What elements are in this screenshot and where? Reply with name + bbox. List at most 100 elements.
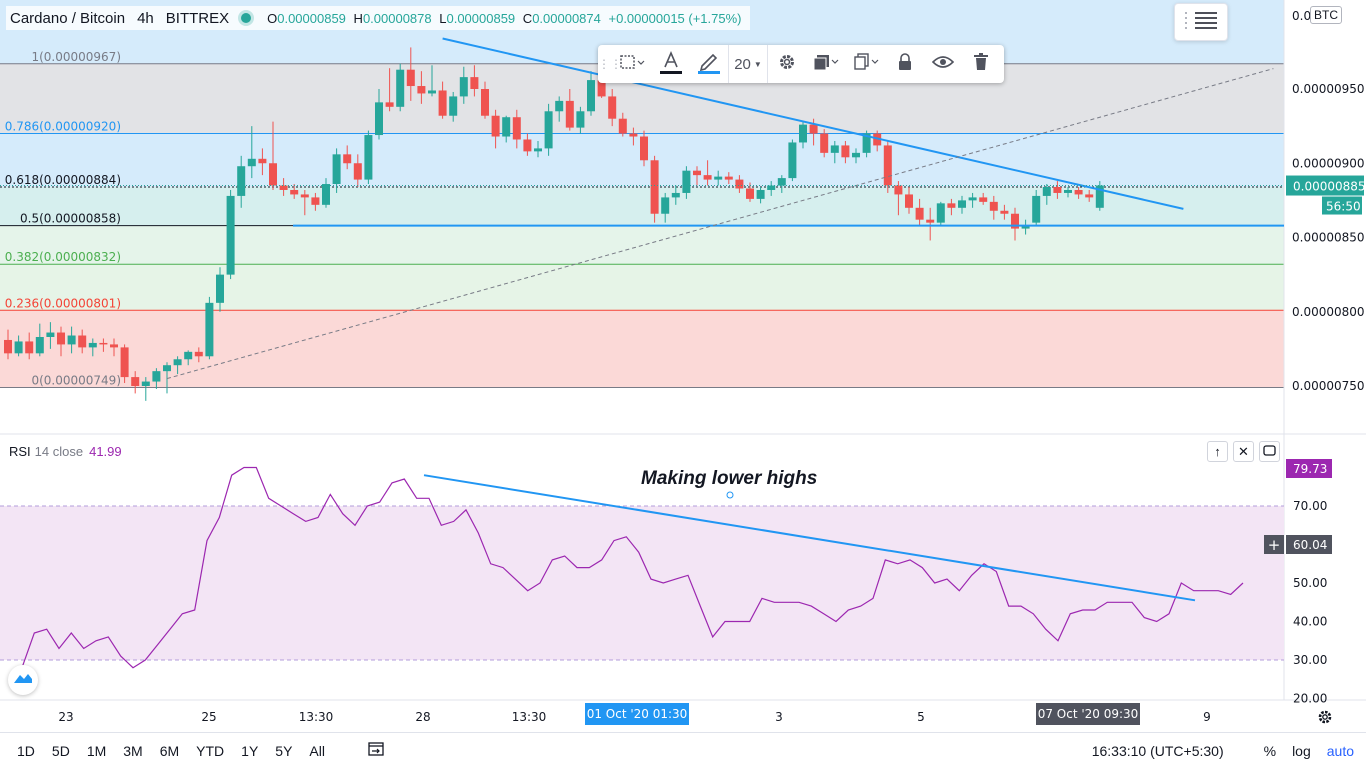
rsi-axis-label: 40.00	[1293, 615, 1327, 629]
low-value: 0.00000859	[446, 10, 516, 26]
rsi-current-label: 79.73	[1293, 462, 1327, 476]
toolbar-separator	[728, 45, 729, 83]
candle	[1042, 187, 1051, 196]
candle	[247, 158, 256, 167]
hide-button[interactable]	[924, 45, 962, 83]
template-icon	[619, 53, 645, 75]
candle	[852, 152, 860, 158]
visibility-order-button[interactable]	[806, 45, 846, 83]
candle	[375, 102, 383, 136]
currency-badge[interactable]: BTC	[1310, 6, 1342, 24]
candle	[735, 179, 744, 189]
range-5d-button[interactable]: 5D	[51, 742, 70, 759]
log-scale-toggle[interactable]: log	[1292, 743, 1311, 759]
interval[interactable]: 4h	[137, 9, 154, 27]
candle	[406, 69, 415, 87]
rsi-legend[interactable]: RSI 14 close 41.99	[9, 444, 122, 459]
rsi-name: RSI	[9, 444, 31, 459]
candle	[894, 185, 903, 195]
rsi-band	[0, 506, 1284, 660]
candle	[1074, 189, 1083, 195]
close-value: 0.00000874	[532, 10, 601, 26]
fib-level-label: 0.618(0.00000884)	[5, 173, 121, 187]
style-template-button[interactable]	[612, 45, 652, 83]
candle	[449, 96, 458, 116]
candle	[640, 136, 648, 161]
candle	[905, 194, 913, 208]
last-price-label: 0.00000885	[1293, 180, 1366, 194]
time-axis-label: 3	[775, 710, 783, 724]
symbol-name[interactable]: Cardano / Bitcoin	[10, 9, 126, 27]
fib-zone	[0, 264, 1284, 311]
drag-handle-icon[interactable]: ⋮⋮	[598, 57, 622, 71]
move-pane-up-button[interactable]: ↑	[1207, 441, 1228, 462]
candle	[1085, 194, 1094, 198]
lock-icon	[896, 52, 914, 76]
range-1m-button[interactable]: 1M	[86, 742, 107, 759]
rsi-line	[21, 466, 1244, 669]
font-size-dropdown[interactable]: 20 ▼	[729, 45, 767, 83]
candle	[428, 90, 436, 94]
range-5y-button[interactable]: 5Y	[275, 742, 293, 759]
candle	[799, 124, 807, 143]
candle	[534, 148, 542, 152]
range-6m-button[interactable]: 6M	[159, 742, 180, 759]
fib-level-label: 0.786(0.00000920)	[5, 120, 121, 134]
range-3m-button[interactable]: 3M	[123, 742, 143, 759]
range-all-button[interactable]: All	[309, 742, 325, 759]
crosshair-time-badge-2	[1036, 703, 1140, 725]
rsi-axis-label: 70.00	[1293, 499, 1327, 513]
clone-button[interactable]	[846, 45, 886, 83]
tradingview-logo[interactable]	[8, 665, 38, 695]
settings-button[interactable]	[768, 45, 806, 83]
candle	[417, 86, 426, 94]
candle	[746, 188, 754, 199]
candle	[131, 377, 140, 386]
market-status-icon	[241, 13, 252, 23]
chart-settings-button[interactable]	[1316, 708, 1334, 731]
candle	[46, 332, 55, 337]
open-label: O	[267, 10, 278, 26]
gear-icon	[777, 52, 797, 76]
lock-button[interactable]	[886, 45, 924, 83]
range-ytd-button[interactable]: YTD	[196, 742, 225, 759]
time-axis-label: 9	[1203, 710, 1211, 724]
chart-annotation-text[interactable]: Making lower highs	[641, 468, 818, 489]
timezone-clock[interactable]: 16:33:10 (UTC+5:30)	[1091, 743, 1224, 759]
candle	[703, 175, 712, 180]
candle	[820, 133, 829, 153]
goto-date-button[interactable]	[367, 741, 385, 760]
candle	[989, 201, 998, 211]
candle	[14, 341, 23, 354]
auto-scale-toggle[interactable]: auto	[1326, 743, 1354, 759]
rsi-pane	[0, 466, 1284, 669]
maximize-pane-button[interactable]	[1259, 441, 1280, 462]
crosshair-time-badge	[585, 703, 689, 725]
candle	[883, 145, 892, 186]
rsi-axis-label: 30.00	[1293, 653, 1327, 667]
candle	[78, 335, 87, 348]
percent-scale-toggle[interactable]: %	[1263, 743, 1277, 759]
fib-level-label: 1(0.00000967)	[31, 50, 121, 64]
candle	[258, 158, 267, 164]
line-color-button[interactable]	[690, 45, 728, 83]
candle	[618, 118, 627, 134]
text-color-button[interactable]	[652, 45, 690, 83]
candle	[332, 154, 341, 185]
annotation-anchor-point	[726, 491, 734, 499]
candle	[841, 145, 850, 158]
candle	[767, 185, 776, 190]
delete-button[interactable]	[962, 45, 1000, 83]
object-tree-button[interactable]	[1174, 3, 1228, 41]
pencil-icon	[696, 49, 722, 79]
range-1y-button[interactable]: 1Y	[241, 742, 259, 759]
close-pane-button[interactable]: ✕	[1233, 441, 1254, 462]
candle	[120, 347, 129, 378]
candle	[1011, 213, 1019, 229]
rsi-crosshair-badge	[1286, 535, 1332, 554]
open-value: 0.00000859	[277, 10, 346, 26]
range-1d-button[interactable]: 1D	[17, 742, 35, 759]
countdown-badge	[1322, 196, 1362, 215]
font-size-value: 20	[734, 55, 751, 73]
